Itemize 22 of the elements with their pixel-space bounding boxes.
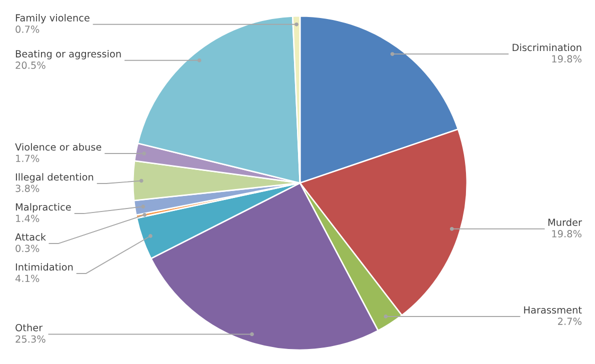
slice-label: Discrimination bbox=[512, 44, 582, 52]
data-label: 1.4% bbox=[16, 214, 40, 222]
slice-label: Malpractice bbox=[16, 203, 71, 213]
data-label: 19.8% bbox=[552, 230, 582, 238]
data-label: 0.3% bbox=[16, 244, 40, 252]
data-label: 0.7% bbox=[16, 26, 40, 33]
slice-label: Attack bbox=[15, 233, 46, 241]
slice-label: Intimidation bbox=[16, 263, 73, 271]
data-label: 1.7% bbox=[16, 154, 40, 162]
slice-label: Harassment bbox=[524, 306, 582, 314]
slice-label: Illegal detention bbox=[16, 173, 94, 183]
slice-label: Murder bbox=[548, 218, 582, 226]
data-label: 2.7% bbox=[558, 318, 582, 325]
slice-label: Other bbox=[16, 324, 43, 332]
data-label: 20.5% bbox=[16, 62, 46, 69]
data-label: 25.3% bbox=[16, 335, 46, 343]
slice-label: Family violence bbox=[16, 14, 90, 24]
slice-label: Violence or abuse bbox=[15, 143, 102, 151]
slice-label: Beating or aggression bbox=[16, 50, 121, 60]
data-label: 4.1% bbox=[15, 274, 40, 282]
data-label: 3.8% bbox=[16, 184, 40, 192]
data-label: 19.8% bbox=[552, 55, 582, 63]
